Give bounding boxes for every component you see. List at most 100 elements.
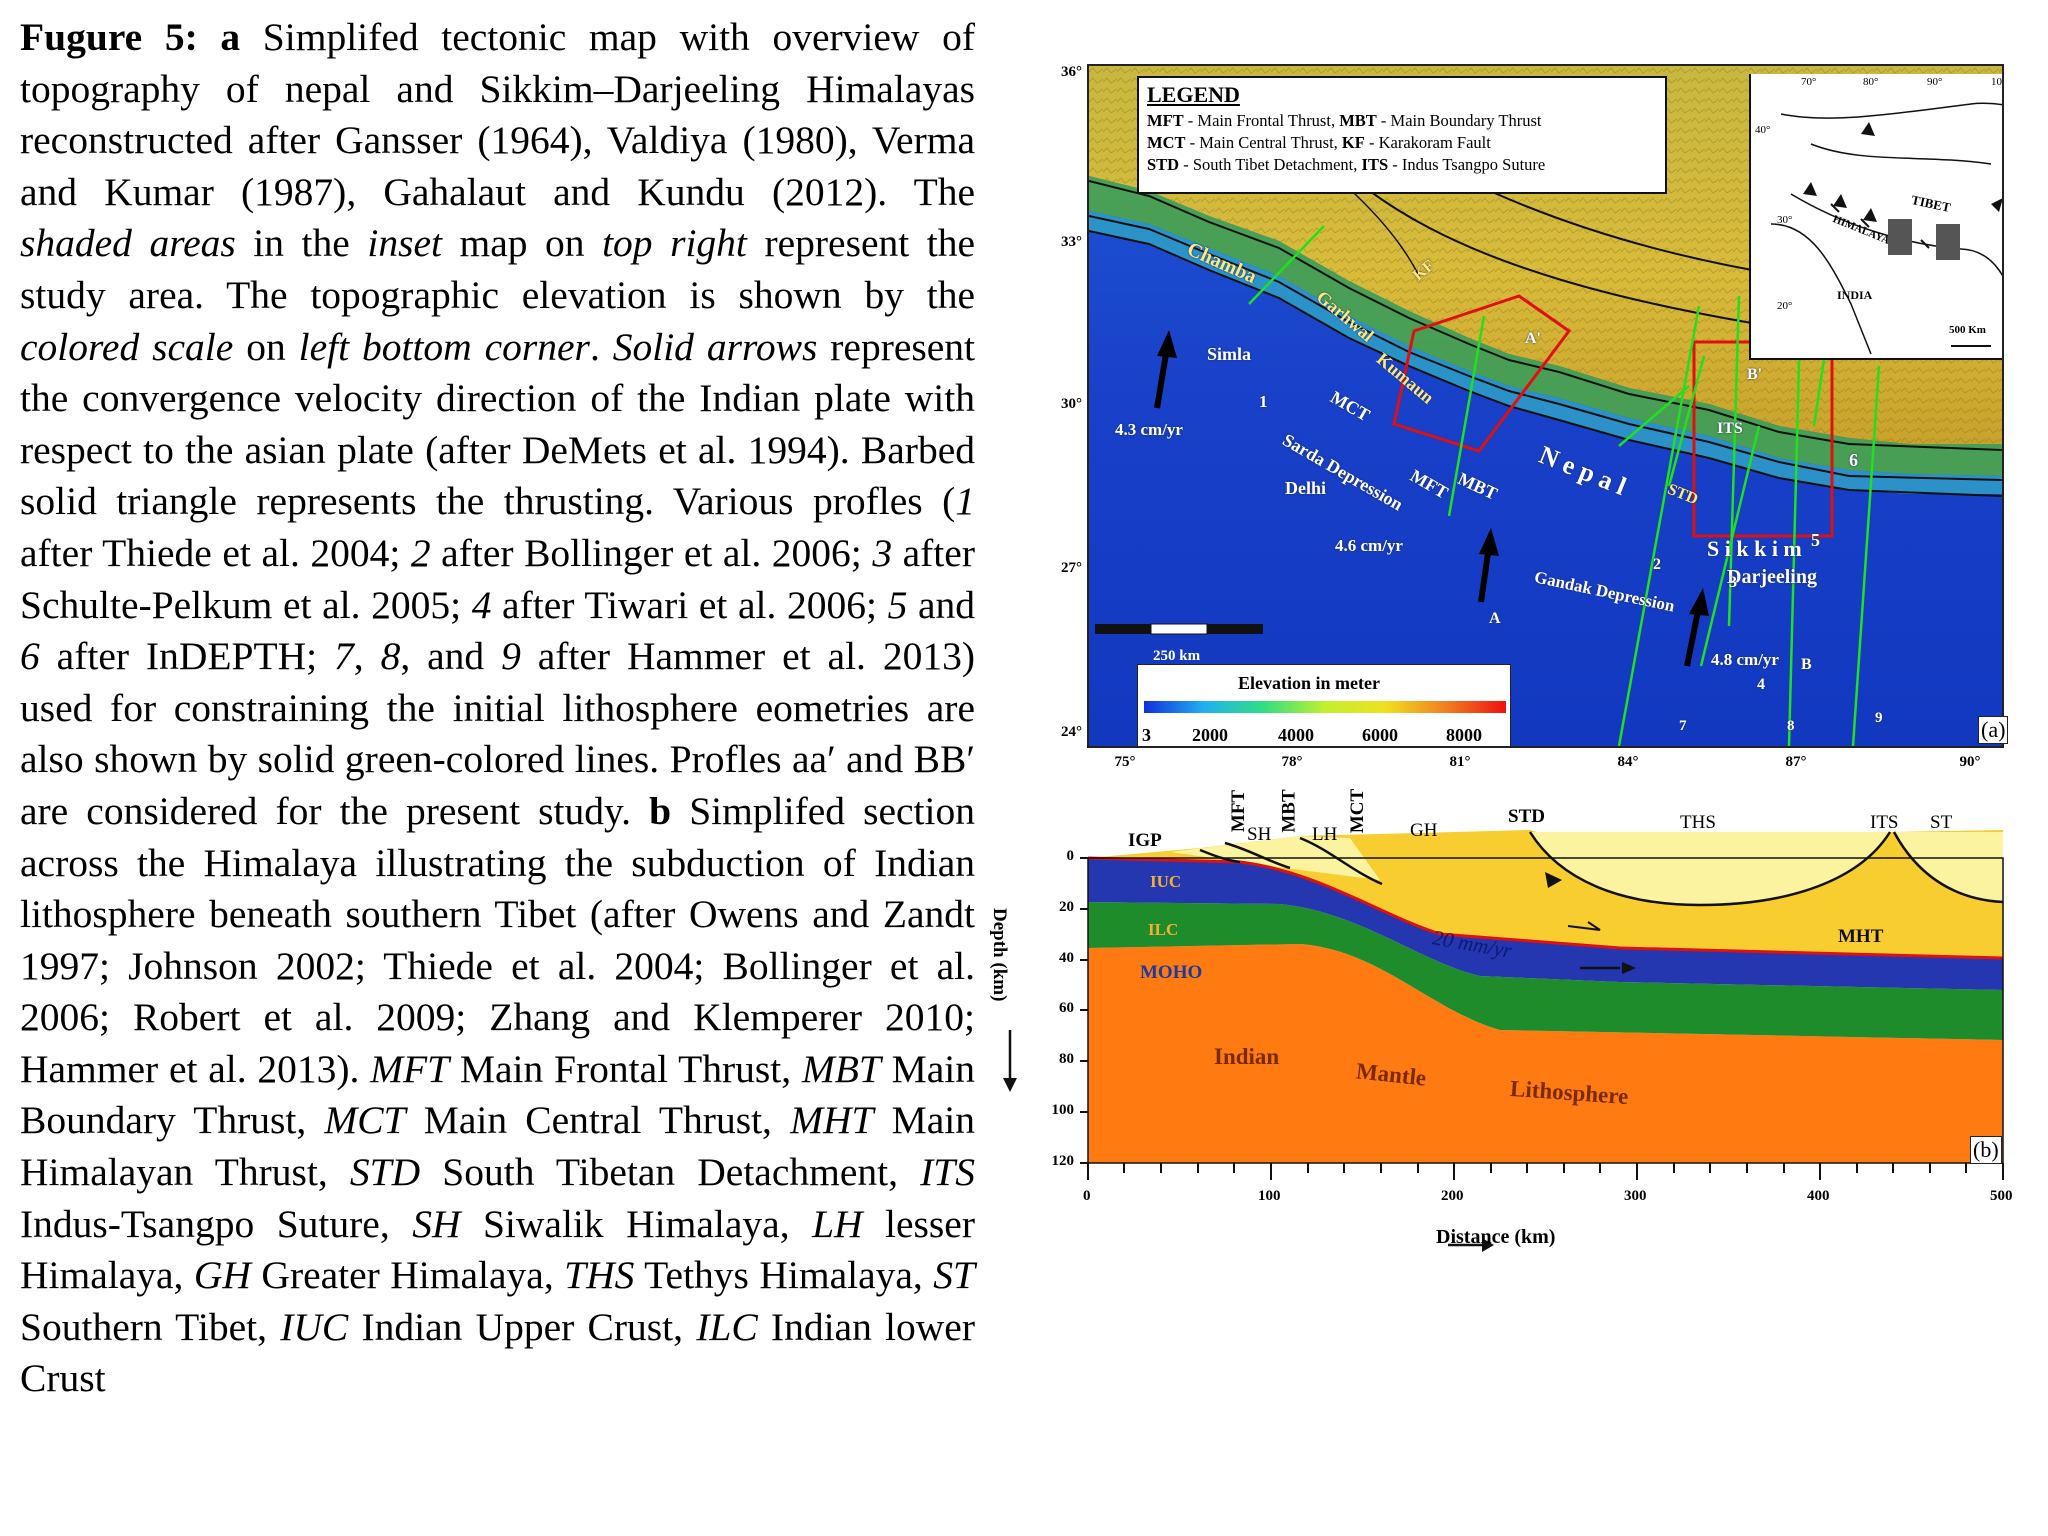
caption-italic: ITS — [920, 1150, 975, 1195]
label-indian: Indian — [1214, 1044, 1280, 1069]
caption-text: . — [589, 324, 613, 369]
caption-text: represent the convergence velocity direc… — [20, 324, 976, 524]
caption-italic: MBT — [801, 1046, 881, 1091]
depth-tick: 40 — [1059, 950, 1074, 966]
profile-line-3 — [1667, 355, 1706, 487]
caption-part-a: a — [220, 15, 241, 59]
caption-text: Siwalik Himalaya, — [460, 1201, 813, 1246]
caption-italic: 5 — [887, 582, 908, 627]
lat-tick: 36° — [1061, 64, 1082, 80]
caption-italic: 3 — [872, 530, 893, 575]
mht-motion-arrow — [1567, 921, 1601, 931]
distance-tick: 100 — [1258, 1188, 1281, 1204]
mct-fault-line — [1089, 180, 2002, 451]
caption-italic: Solid arrows — [612, 324, 818, 369]
caption-italic: GH — [193, 1253, 251, 1298]
caption-italic: STD — [349, 1150, 421, 1195]
caption-italic: 9 — [501, 634, 521, 679]
distance-tick: 500 — [1990, 1188, 2013, 1204]
caption-italic: MCT — [324, 1098, 406, 1143]
elevation-title: Elevation in meter — [1238, 673, 1380, 693]
legend-abbr: MFT — [1147, 111, 1184, 130]
profile-a: A — [1489, 610, 1501, 627]
mbt-thrust-line — [1224, 841, 1291, 870]
place-sikkim: S i k k i m — [1707, 536, 1802, 561]
velocity-label-east: 4.8 cm/yr — [1711, 650, 1779, 669]
lowland-belt — [1089, 211, 2002, 494]
caption-text: , — [353, 634, 381, 679]
caption-text: represent the study area. The topographi… — [20, 221, 975, 317]
label-sh: SH — [1247, 824, 1272, 845]
legend-desc: - Main Central Thrust, — [1185, 133, 1342, 152]
lon-tick: 87° — [1785, 754, 1807, 770]
caption-text: after Bollinger et al. 2006; — [430, 530, 873, 575]
caption-text: Southern Tibet, — [20, 1304, 281, 1349]
profile-line-9 — [1851, 365, 1881, 746]
map-scale-label: 250 km — [1153, 648, 1201, 664]
distance-tick: 300 — [1624, 1188, 1647, 1204]
profile-number-3: 3 — [1729, 574, 1737, 591]
profile-line-bb — [1727, 295, 1741, 627]
lat-tick: 27° — [1061, 560, 1082, 576]
caption-italic: top right — [602, 221, 747, 266]
profile-number-2: 2 — [1653, 556, 1661, 573]
caption-italic: 4 — [471, 582, 492, 627]
panel-a-label: (a) — [1978, 716, 2009, 744]
legend-abbr: ITS — [1361, 155, 1389, 174]
velocity-arrow-east — [1684, 588, 1709, 667]
its-line — [1892, 831, 2004, 904]
caption-text: Tethys Himalaya, — [634, 1253, 934, 1298]
profile-line-4 — [1699, 425, 1761, 667]
caption-text: Main Boundary Thrust, — [20, 1046, 975, 1143]
legend-title: LEGEND — [1147, 82, 1240, 107]
elevation-tick: 3 — [1142, 725, 1151, 745]
distance-tick: 400 — [1807, 1188, 1830, 1204]
southern-tibet-wedge — [1894, 832, 2003, 902]
profile-number-7: 7 — [1679, 718, 1687, 734]
upper-crust-layer — [1088, 858, 2003, 990]
inset-map: 70° 80° 90° 100° 40° 30° 20° TIBET HIMAL… — [1749, 74, 2002, 360]
caption-text: South Tibetan Detachment, — [420, 1150, 921, 1195]
caption-text: and — [907, 582, 975, 627]
elevation-color-scale: Elevation in meter 3 2000 4000 6000 8000 — [1137, 664, 1511, 746]
label-iuc: IUC — [1150, 872, 1182, 891]
label-its: ITS — [1870, 812, 1899, 833]
distance-tick: 0 — [1083, 1188, 1091, 1204]
depth-tick: 60 — [1059, 1000, 1074, 1016]
elevation-gradient-bar — [1144, 701, 1506, 713]
depth-tick: 20 — [1059, 899, 1074, 915]
distance-tick: 200 — [1441, 1188, 1464, 1204]
lon-tick: 84° — [1617, 754, 1639, 770]
caption-text: Indian Upper Crust, — [348, 1304, 697, 1349]
profile-line-7 — [1617, 305, 1701, 746]
tethys-wedge — [1530, 832, 1890, 905]
profile-line-aa — [1447, 315, 1486, 517]
label-st: ST — [1930, 812, 1953, 833]
lat-tick: 24° — [1061, 724, 1082, 740]
caption-italic: MFT — [370, 1046, 450, 1091]
caption-italic: 7 — [334, 634, 354, 679]
legend-desc: - Main Frontal Thrust, — [1183, 111, 1340, 130]
lon-tick: 81° — [1449, 754, 1471, 770]
label-ths: THS — [1680, 812, 1716, 833]
caption-text: after InDEPTH; — [39, 634, 335, 679]
mantle-layer — [1088, 944, 2003, 1163]
label-std: STD — [1508, 806, 1545, 827]
caption-part-b: b — [649, 788, 672, 833]
caption-text: after Hammer et al. 2013) used for const… — [20, 634, 975, 833]
depth-tick: 100 — [1051, 1102, 1075, 1118]
depth-tick: 120 — [1051, 1153, 1075, 1169]
distance-arrow-head — [1482, 1238, 1494, 1252]
legend-line: MCT - Main Central Thrust, KF - Karakora… — [1147, 132, 1657, 154]
map-legend: LEGEND MFT - Main Frontal Thrust, MBT - … — [1137, 76, 1667, 194]
elevation-tick: 8000 — [1446, 725, 1482, 745]
mbt-fault-line — [1089, 215, 2002, 481]
caption-text: Main Central Thrust, — [405, 1098, 791, 1143]
mht-fault-line — [1087, 856, 2004, 960]
caption-italic: 8 — [380, 634, 401, 679]
legend-desc: - Karakoram Fault — [1364, 133, 1491, 152]
caption-italic: ST — [933, 1253, 975, 1298]
profile-line-1 — [1248, 225, 1325, 305]
caption-figure-number: Fugure 5: — [20, 15, 221, 59]
